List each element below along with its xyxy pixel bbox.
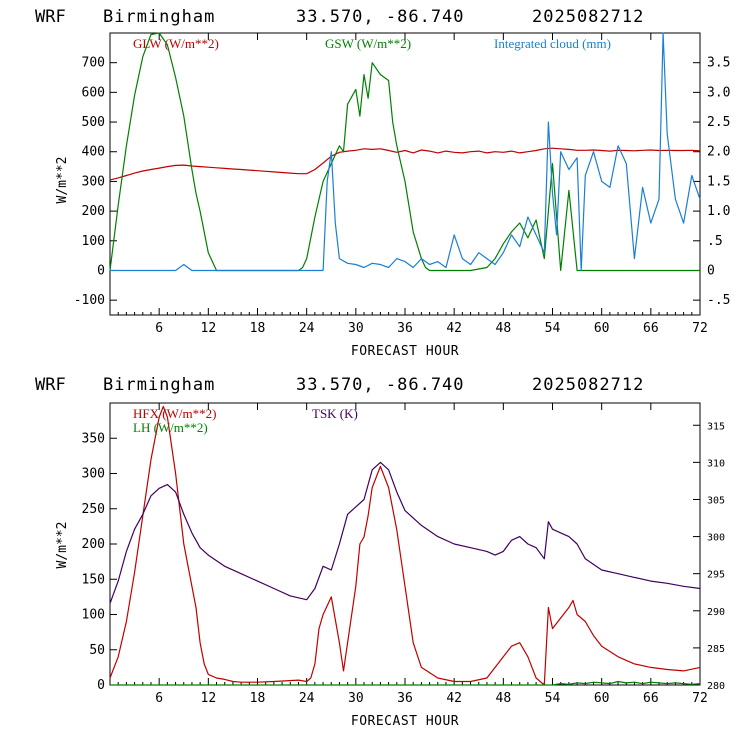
y-right-tick-label: 3.0 <box>707 85 730 100</box>
header-location: Birmingham <box>103 375 215 395</box>
x-tick-label: 48 <box>496 691 512 706</box>
x-tick-label: 42 <box>446 691 462 706</box>
x-tick-label: 6 <box>155 321 163 336</box>
legend-entry-integrated: Integrated cloud (mm) <box>494 36 611 51</box>
y-right-tick-label: 310 <box>707 458 725 469</box>
y-right-tick-label: 2.5 <box>707 115 730 130</box>
header-init-time: 2025082712 <box>532 7 644 27</box>
y-left-tick-label: 100 <box>82 608 105 623</box>
y-right-tick-label: 315 <box>707 421 725 432</box>
x-tick-label: 60 <box>594 321 610 336</box>
y-left-tick-label: 350 <box>82 431 105 446</box>
x-tick-label: 12 <box>201 691 217 706</box>
y-right-tick-label: .5 <box>707 234 723 249</box>
y-left-tick-label: 50 <box>89 643 105 658</box>
y-left-tick-label: 700 <box>82 56 105 71</box>
series-line-glw <box>109 147 701 181</box>
legend-entry-hfx: HFX (W/m**2) <box>133 406 216 421</box>
y-right-tick-label: 305 <box>707 495 725 506</box>
x-tick-label: 24 <box>299 691 315 706</box>
x-tick-label: 30 <box>348 691 364 706</box>
header-model: WRF <box>35 375 66 395</box>
x-tick-label: 72 <box>692 691 708 706</box>
x-tick-label: 66 <box>643 321 659 336</box>
series-line-tsk <box>109 461 701 604</box>
x-tick-label: 18 <box>250 321 266 336</box>
header-init-time: 2025082712 <box>532 375 644 395</box>
y-left-tick-label: 200 <box>82 204 105 219</box>
x-tick-label: 36 <box>397 691 413 706</box>
x-tick-label: 48 <box>496 321 512 336</box>
x-tick-label: 24 <box>299 321 315 336</box>
legend-entry-tsk: TSK (K) <box>312 406 358 421</box>
y-axis-label: W/m**2 <box>55 522 70 569</box>
x-tick-label: 30 <box>348 321 364 336</box>
x-tick-label: 54 <box>545 691 561 706</box>
y-left-tick-label: 150 <box>82 572 105 587</box>
y-right-tick-label: 0 <box>707 263 715 278</box>
series-line-lh <box>110 680 701 686</box>
y-right-tick-label: 285 <box>707 644 725 655</box>
y-left-tick-label: 0 <box>97 678 105 693</box>
x-tick-label: 60 <box>594 691 610 706</box>
y-left-tick-label: 0 <box>97 263 105 278</box>
y-axis-label: W/m**2 <box>55 157 70 204</box>
legend-entry-glw: GLW (W/m**2) <box>133 36 219 51</box>
y-left-tick-label: -100 <box>74 293 105 308</box>
y-right-tick-label: -.5 <box>707 293 730 308</box>
chart-panel-2: WRF Birmingham 33.570, -86.740 2025082712 6 1… <box>35 375 725 729</box>
header-coords: 33.570, -86.740 <box>296 375 465 395</box>
x-tick-label: 72 <box>692 321 708 336</box>
x-tick-label: 42 <box>446 321 462 336</box>
y-left-tick-label: 250 <box>82 502 105 517</box>
legend-entry-gsw: GSW (W/m**2) <box>325 36 411 51</box>
series-line-hfx <box>109 405 701 686</box>
x-tick-label: 66 <box>643 691 659 706</box>
y-left-tick-label: 300 <box>82 174 105 189</box>
x-tick-label: 36 <box>397 321 413 336</box>
y-right-tick-label: 300 <box>707 533 725 544</box>
y-left-tick-label: 400 <box>82 145 105 160</box>
x-tick-label: 12 <box>201 321 217 336</box>
series-line-integrated <box>110 32 701 272</box>
chart-panel-1: WRF Birmingham 33.570, -86.740 2025082712 6 1… <box>35 7 730 359</box>
y-left-tick-label: 100 <box>82 234 105 249</box>
y-right-tick-label: 1.0 <box>707 204 730 219</box>
y-right-tick-label: 295 <box>707 570 725 581</box>
x-tick-label: 6 <box>155 691 163 706</box>
header-model: WRF <box>35 7 66 27</box>
y-left-tick-label: 500 <box>82 115 105 130</box>
plot-frame <box>109 32 701 316</box>
x-tick-label: 54 <box>545 321 561 336</box>
series-line-gsw <box>109 32 700 272</box>
x-axis-label: FORECAST HOUR <box>351 344 459 359</box>
header-location: Birmingham <box>103 7 215 27</box>
y-left-tick-label: 200 <box>82 537 105 552</box>
header-coords: 33.570, -86.740 <box>296 7 465 27</box>
y-right-tick-label: 2.0 <box>707 145 730 160</box>
x-axis-label: FORECAST HOUR <box>351 714 459 729</box>
y-right-tick-label: 280 <box>707 681 725 692</box>
y-left-tick-label: 300 <box>82 467 105 482</box>
y-right-tick-label: 290 <box>707 607 725 618</box>
x-tick-label: 18 <box>250 691 266 706</box>
y-right-tick-label: 1.5 <box>707 174 730 189</box>
y-right-tick-label: 3.5 <box>707 56 730 71</box>
legend-entry-lh: LH (W/m**2) <box>133 420 208 435</box>
y-left-tick-label: 600 <box>82 85 105 100</box>
